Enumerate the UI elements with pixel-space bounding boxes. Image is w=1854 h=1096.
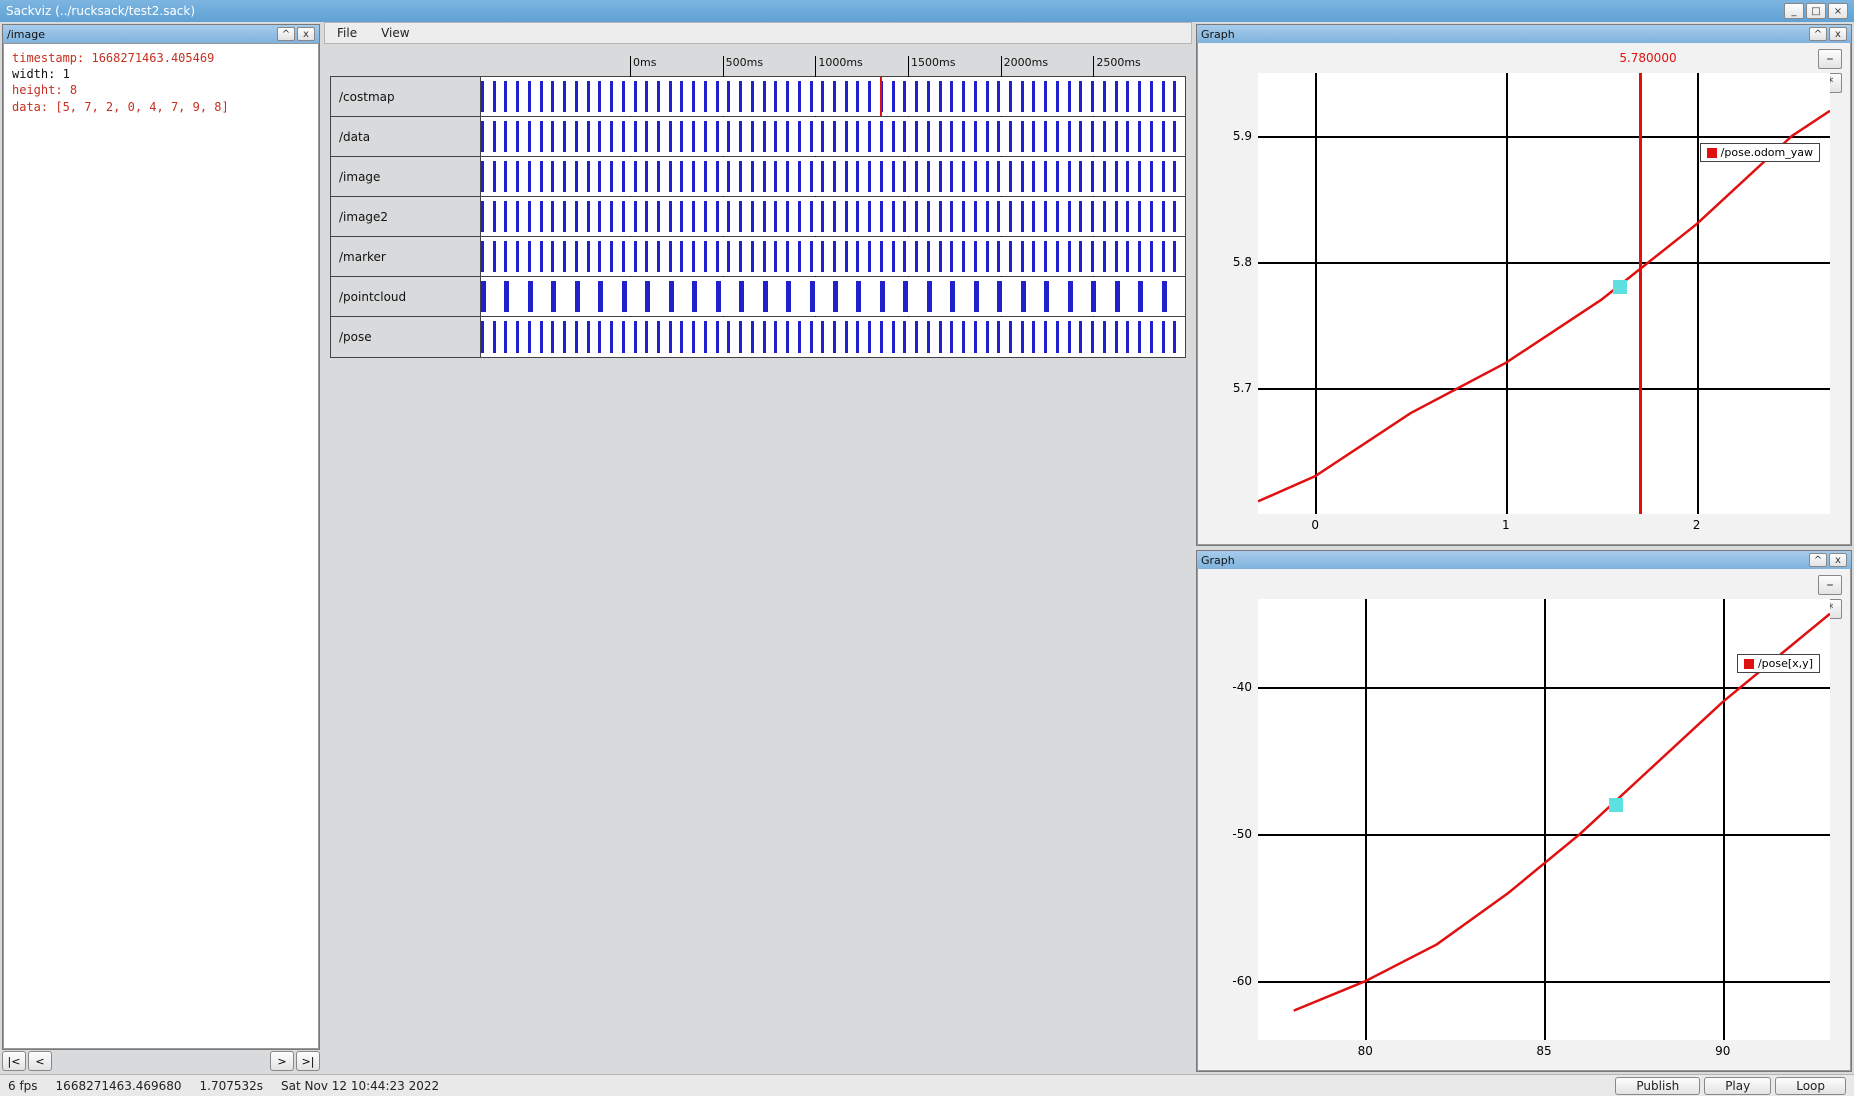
timeline-row[interactable]: /pose xyxy=(331,317,1185,357)
timeline-row[interactable]: /pointcloud xyxy=(331,277,1185,317)
center-pane: File View 0ms500ms1000ms1500ms2000ms2500… xyxy=(322,22,1194,1074)
x-tick-label: 80 xyxy=(1358,1044,1373,1058)
close-button[interactable]: × xyxy=(1828,3,1848,19)
graph1-minus-button[interactable]: – xyxy=(1818,49,1842,69)
timeline-track[interactable] xyxy=(481,317,1185,357)
plot-legend: /pose[x,y] xyxy=(1737,654,1820,673)
sidebar-titlebar: /image ^ x xyxy=(3,25,319,43)
nav-last-button[interactable]: >| xyxy=(296,1051,320,1071)
timeline-axis: 0ms500ms1000ms1500ms2000ms2500ms xyxy=(630,56,1186,76)
y-tick-label: 5.9 xyxy=(1233,129,1252,143)
timeline-rows: /costmap/data/image/image2/marker/pointc… xyxy=(330,76,1186,358)
menu-file[interactable]: File xyxy=(337,26,357,40)
timeline-track[interactable] xyxy=(481,277,1185,316)
timeline-track[interactable] xyxy=(481,157,1185,196)
x-tick-label: 0 xyxy=(1311,518,1319,532)
menu-view[interactable]: View xyxy=(381,26,409,40)
timeline-track[interactable] xyxy=(481,117,1185,156)
y-tick-label: 5.8 xyxy=(1233,255,1252,269)
sidebar-nav: |< < > >| xyxy=(2,1050,320,1072)
y-tick-label: -40 xyxy=(1232,680,1252,694)
timeline-cursor[interactable] xyxy=(880,77,882,116)
field-value: 8 xyxy=(70,83,77,97)
graph1-close-button[interactable]: x xyxy=(1829,27,1847,41)
field-value: 1668271463.405469 xyxy=(91,51,214,65)
status-fps: 6 fps xyxy=(8,1079,38,1093)
main-titlebar: Sackviz (../rucksack/test2.sack) _ □ × xyxy=(0,0,1854,22)
timeline-topic-label: /pointcloud xyxy=(331,277,481,316)
nav-prev-button[interactable]: < xyxy=(28,1051,52,1071)
timeline-track[interactable] xyxy=(481,77,1185,116)
field-value: 1 xyxy=(63,67,70,81)
sidebar-close-button[interactable]: x xyxy=(297,27,315,41)
field-key: width: xyxy=(12,67,55,81)
graph1-body[interactable]: – * 0125.75.85.95.780000/pose.odom_yaw xyxy=(1197,43,1851,545)
plot-marker xyxy=(1609,798,1623,812)
graph1-plot: 0125.75.85.95.780000/pose.odom_yaw xyxy=(1258,73,1830,514)
graph2-plot: 808590-60-50-40/pose[x,y] xyxy=(1258,599,1830,1040)
timeline-track[interactable] xyxy=(481,237,1185,276)
graph2-title: Graph xyxy=(1201,554,1235,567)
loop-button[interactable]: Loop xyxy=(1775,1077,1846,1095)
plot-cursor[interactable] xyxy=(1639,73,1642,514)
message-inspector: timestamp: 1668271463.405469 width: 1 he… xyxy=(3,43,319,1049)
graph-panel-1: Graph ^ x – * 0125.75.85.95.780000/pose.… xyxy=(1196,24,1852,546)
minimize-button[interactable]: _ xyxy=(1784,3,1804,19)
x-tick-label: 90 xyxy=(1715,1044,1730,1058)
timeline-row[interactable]: /data xyxy=(331,117,1185,157)
timeline[interactable]: 0ms500ms1000ms1500ms2000ms2500ms /costma… xyxy=(324,56,1192,358)
play-button[interactable]: Play xyxy=(1704,1077,1771,1095)
timeline-row[interactable]: /image2 xyxy=(331,197,1185,237)
timeline-row[interactable]: /marker xyxy=(331,237,1185,277)
graph-panel-2: Graph ^ x – * 808590-60-50-40/pose[x,y] xyxy=(1196,550,1852,1072)
graph1-titlebar: Graph ^ x xyxy=(1197,25,1851,43)
plot-legend: /pose.odom_yaw xyxy=(1700,143,1820,162)
x-tick-label: 85 xyxy=(1536,1044,1551,1058)
field-key: timestamp: xyxy=(12,51,84,65)
right-pane: Graph ^ x – * 0125.75.85.95.780000/pose.… xyxy=(1194,22,1854,1074)
graph1-caret-button[interactable]: ^ xyxy=(1809,27,1827,41)
sidebar-caret-button[interactable]: ^ xyxy=(277,27,295,41)
status-date: Sat Nov 12 10:44:23 2022 xyxy=(281,1079,439,1093)
timeline-topic-label: /costmap xyxy=(331,77,481,116)
menubar: File View xyxy=(324,22,1192,44)
window-title: Sackviz (../rucksack/test2.sack) xyxy=(6,4,195,18)
nav-first-button[interactable]: |< xyxy=(2,1051,26,1071)
timeline-row[interactable]: /costmap xyxy=(331,77,1185,117)
graph1-title: Graph xyxy=(1201,28,1235,41)
field-key: height: xyxy=(12,83,63,97)
timeline-topic-label: /marker xyxy=(331,237,481,276)
status-seconds: 1.707532s xyxy=(200,1079,264,1093)
graph2-titlebar: Graph ^ x xyxy=(1197,551,1851,569)
status-timestamp: 1668271463.469680 xyxy=(56,1079,182,1093)
maximize-button[interactable]: □ xyxy=(1806,3,1826,19)
timeline-topic-label: /image xyxy=(331,157,481,196)
timeline-topic-label: /image2 xyxy=(331,197,481,236)
y-tick-label: -60 xyxy=(1232,974,1252,988)
publish-button[interactable]: Publish xyxy=(1615,1077,1700,1095)
x-tick-label: 1 xyxy=(1502,518,1510,532)
timeline-row[interactable]: /image xyxy=(331,157,1185,197)
field-value: [5, 7, 2, 0, 4, 7, 9, 8] xyxy=(55,100,228,114)
plot-cursor-label: 5.780000 xyxy=(1619,51,1676,65)
x-tick-label: 2 xyxy=(1693,518,1701,532)
graph2-body[interactable]: – * 808590-60-50-40/pose[x,y] xyxy=(1197,569,1851,1071)
plot-marker xyxy=(1613,280,1627,294)
field-key: data: xyxy=(12,100,48,114)
sidebar-title: /image xyxy=(7,28,45,41)
y-tick-label: 5.7 xyxy=(1233,381,1252,395)
sidebar: /image ^ x timestamp: 1668271463.405469 … xyxy=(0,22,322,1074)
statusbar: 6 fps 1668271463.469680 1.707532s Sat No… xyxy=(0,1074,1854,1096)
graph2-minus-button[interactable]: – xyxy=(1818,575,1842,595)
graph2-close-button[interactable]: x xyxy=(1829,553,1847,567)
timeline-topic-label: /data xyxy=(331,117,481,156)
timeline-topic-label: /pose xyxy=(331,317,481,357)
graph2-caret-button[interactable]: ^ xyxy=(1809,553,1827,567)
timeline-track[interactable] xyxy=(481,197,1185,236)
y-tick-label: -50 xyxy=(1232,827,1252,841)
nav-next-button[interactable]: > xyxy=(270,1051,294,1071)
